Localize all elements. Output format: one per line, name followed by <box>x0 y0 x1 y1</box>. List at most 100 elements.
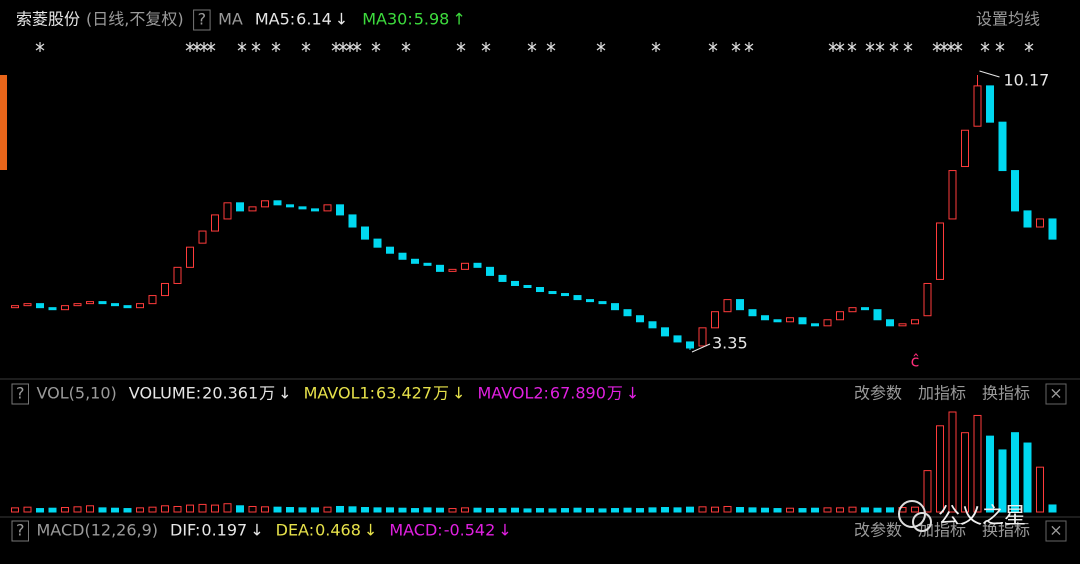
volume-bar <box>498 508 507 513</box>
signal-star <box>828 43 838 51</box>
volume-bar <box>273 506 282 513</box>
volume-bar <box>136 507 144 513</box>
candle <box>423 262 432 266</box>
candle <box>1023 210 1032 228</box>
signal-star <box>35 43 45 51</box>
candle <box>611 303 619 311</box>
help-button[interactable]: ? <box>16 521 25 540</box>
dif-label: DIF: <box>170 521 200 540</box>
watermark-icon <box>912 512 932 532</box>
signal-star <box>744 43 754 51</box>
ma5-value: 6.14 <box>296 10 332 29</box>
candle <box>686 341 694 349</box>
volume-bar <box>673 507 682 513</box>
volume-bar <box>786 507 794 513</box>
volume-bar <box>348 506 357 513</box>
panel-button[interactable]: 改参数 <box>854 384 902 403</box>
stock-name: 索菱股份 <box>16 10 80 29</box>
volume-bar <box>123 508 132 513</box>
volume-bar <box>61 507 69 513</box>
macd-arrow: ↓ <box>498 521 511 540</box>
candle <box>361 226 369 240</box>
ma30-label: MA30: <box>362 10 413 29</box>
candle <box>111 303 119 307</box>
volume-bar <box>48 507 57 513</box>
volume-bar <box>573 507 582 513</box>
volume-bar <box>98 507 107 513</box>
help-button-box[interactable] <box>11 520 29 542</box>
signal-star <box>946 43 956 51</box>
candle <box>211 214 219 232</box>
help-button-box[interactable] <box>11 383 29 405</box>
volume-bar <box>111 507 119 513</box>
candle <box>948 170 957 220</box>
close-button[interactable]: × <box>1049 384 1062 403</box>
signal-star <box>847 43 857 51</box>
candle <box>861 307 869 311</box>
signal-star <box>546 43 556 51</box>
mavol1-value: 63.427 <box>376 384 432 403</box>
candle <box>1048 218 1057 240</box>
close-box[interactable] <box>1045 383 1067 405</box>
volume-bar <box>73 506 82 513</box>
volume-bar <box>948 411 957 513</box>
candle <box>636 315 644 323</box>
volume-bar <box>436 507 444 513</box>
dif-arrow: ↓ <box>250 521 263 540</box>
volume-bar <box>836 507 844 513</box>
candle <box>761 315 769 321</box>
volume-bar <box>448 508 457 513</box>
candle <box>248 206 257 212</box>
candle <box>61 305 69 311</box>
panel-button[interactable]: 换指标 <box>982 384 1030 403</box>
dea-arrow: ↓ <box>364 521 377 540</box>
signal-star <box>953 43 963 51</box>
signal-star <box>995 43 1005 51</box>
panel-button[interactable]: 改参数 <box>854 521 902 540</box>
ma30-value: 5.98 <box>414 10 450 29</box>
candle <box>236 202 244 212</box>
mavol2-label: MAVOL2: <box>477 384 548 403</box>
candle <box>773 319 782 323</box>
volume-bar <box>23 506 32 513</box>
panel-button[interactable]: 加指标 <box>918 384 966 403</box>
candle <box>411 258 419 264</box>
candle <box>698 327 707 347</box>
help-button-box[interactable] <box>193 9 211 31</box>
candle <box>848 307 857 313</box>
volume-bar <box>161 505 169 513</box>
candle <box>648 321 657 329</box>
settings-button[interactable]: 设置均线 <box>976 10 1040 29</box>
volume-bar <box>423 507 432 513</box>
help-button[interactable]: ? <box>16 384 25 403</box>
mavol2-value: 67.890 <box>550 384 606 403</box>
dif-value: 0.197 <box>201 521 247 540</box>
close-box[interactable] <box>1045 520 1067 542</box>
low-label: 3.35 <box>712 334 748 353</box>
panel-button[interactable]: 换指标 <box>982 521 1030 540</box>
close-button[interactable]: × <box>1049 521 1062 540</box>
candle <box>223 202 232 220</box>
signal-star <box>865 43 875 51</box>
candle <box>198 230 207 244</box>
watermark: 公乂之星 <box>938 504 1026 529</box>
candle <box>661 327 669 337</box>
ma-label: MA <box>218 10 243 29</box>
candle <box>86 301 94 305</box>
event-marker: ĉ <box>911 352 920 371</box>
signal-star <box>206 43 216 51</box>
candle <box>336 204 344 216</box>
signal-star <box>301 43 311 51</box>
help-button[interactable]: ? <box>198 10 207 29</box>
candle <box>973 85 982 127</box>
dea-value: 0.468 <box>315 521 361 540</box>
volume-bar <box>198 503 207 513</box>
volume-bar <box>148 506 157 513</box>
candle <box>923 282 932 317</box>
volume-bar <box>623 507 632 513</box>
signal-star <box>939 43 949 51</box>
volume-bar <box>748 507 757 513</box>
candle <box>623 309 632 317</box>
